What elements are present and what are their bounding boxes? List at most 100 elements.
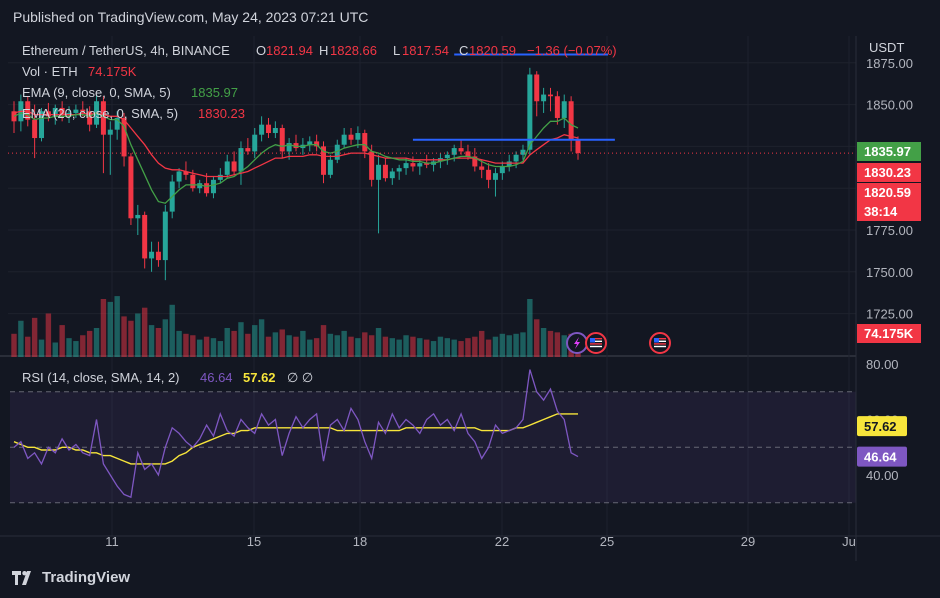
volume-bar xyxy=(492,336,499,357)
volume-bar xyxy=(547,330,554,357)
event-lightning-icon xyxy=(566,332,588,354)
volume-bar xyxy=(148,325,155,357)
candle-body xyxy=(217,174,223,180)
candle-body xyxy=(513,154,519,162)
candle-body xyxy=(355,133,361,140)
candle-body xyxy=(561,101,567,118)
candle-body xyxy=(107,129,113,135)
price-label-box xyxy=(857,202,921,221)
candle-body xyxy=(492,173,498,180)
candle-body xyxy=(382,164,388,179)
legend-ema20-label: EMA (20, close, 0, SMA, 5) xyxy=(22,106,178,121)
legend-l: 1817.54 xyxy=(402,43,449,58)
candle-body xyxy=(149,251,155,259)
price-label-text: 1835.97 xyxy=(864,144,911,159)
volume-bar xyxy=(355,338,361,357)
price-label-box xyxy=(857,183,921,202)
legend-ema20-value: 1830.23 xyxy=(198,106,245,121)
volume-bar xyxy=(107,301,113,357)
candle-body xyxy=(321,146,327,175)
candle-body xyxy=(259,124,265,135)
time-tick-label: Ju xyxy=(842,534,856,549)
candle-body xyxy=(568,101,574,140)
candle-body xyxy=(314,141,320,147)
candle-body xyxy=(265,124,271,134)
candle-body xyxy=(527,74,533,150)
legend-vol-label: Vol · ETH xyxy=(22,64,78,79)
us-flag-icon xyxy=(649,332,671,354)
candle-body xyxy=(575,139,581,154)
volume-bar xyxy=(403,335,409,357)
volume-bar xyxy=(293,336,299,357)
candle-body xyxy=(11,111,17,122)
volume-bar xyxy=(135,313,141,357)
candle-body xyxy=(444,154,450,159)
candle-body xyxy=(417,163,423,167)
candle-body xyxy=(87,111,93,125)
candle-body xyxy=(520,149,526,155)
legend-rsi-ma-value: 57.62 xyxy=(243,370,276,385)
candle-body xyxy=(362,133,368,152)
volume-bar xyxy=(100,299,107,357)
volume-bar xyxy=(520,332,526,357)
volume-bar xyxy=(458,341,464,357)
volume-bar xyxy=(80,335,86,357)
volume-bar xyxy=(252,325,258,357)
legend-vol-value: 74.175K xyxy=(88,64,137,79)
volume-bar xyxy=(272,332,279,357)
candle-body xyxy=(348,134,354,140)
candle-body xyxy=(506,161,512,167)
volume-bar xyxy=(540,328,547,357)
volume-bar xyxy=(375,328,382,357)
price-label-text: 74.175K xyxy=(864,326,914,341)
time-tick-label: 18 xyxy=(353,534,367,549)
volume-bar xyxy=(334,335,340,357)
rsi-label-text: 57.62 xyxy=(864,419,897,434)
volume-bar xyxy=(362,332,368,357)
candle-body xyxy=(114,117,120,130)
price-axis-currency: USDT xyxy=(869,40,904,55)
volume-bar xyxy=(45,313,52,357)
volume-bar xyxy=(224,328,230,357)
legend-h: 1828.66 xyxy=(330,43,377,58)
rsi-ma-line xyxy=(13,413,578,465)
price-label-box xyxy=(857,142,921,161)
chart-svg[interactable]: 1875.001850.001825.001800.001775.001750.… xyxy=(0,36,940,561)
candle-body xyxy=(465,151,471,157)
candle-body xyxy=(293,143,299,149)
volume-bar xyxy=(499,333,506,357)
candle-body xyxy=(238,148,244,172)
volume-bar xyxy=(210,338,217,357)
legend-ema9-value: 1835.97 xyxy=(191,85,238,100)
volume-bar xyxy=(38,339,45,357)
candle-body xyxy=(176,171,182,182)
rsi-label-box xyxy=(857,446,907,467)
us-flag-icon xyxy=(585,332,607,354)
tradingview-logo[interactable]: TradingView xyxy=(12,569,130,586)
volume-bar xyxy=(86,330,93,357)
legend-rsi-value: 46.64 xyxy=(200,370,233,385)
price-tick-label: 1850.00 xyxy=(866,98,913,113)
volume-bar xyxy=(197,339,203,357)
volume-bar xyxy=(25,336,31,357)
rsi-tick-label: 40.00 xyxy=(866,468,899,483)
candle-body xyxy=(341,134,347,145)
volume-bar xyxy=(114,296,120,357)
candle-body xyxy=(66,112,72,115)
candle-body xyxy=(252,134,258,152)
tradingview-wordmark: TradingView xyxy=(42,569,131,586)
volume-bar xyxy=(423,339,430,357)
time-tick-label: 11 xyxy=(105,534,119,549)
chart-area[interactable]: 1875.001850.001825.001800.001775.001750.… xyxy=(0,36,940,561)
time-tick-label: 15 xyxy=(247,534,261,549)
candle-body xyxy=(204,183,210,194)
rsi-label-box xyxy=(857,416,907,437)
volume-bar xyxy=(217,341,224,357)
time-tick-label: 22 xyxy=(495,534,509,549)
volume-bar xyxy=(313,338,320,357)
candle-body xyxy=(376,164,382,180)
candle-body xyxy=(45,111,51,117)
legend-ema9-label: EMA (9, close, 0, SMA, 5) xyxy=(22,85,171,100)
volume-bar xyxy=(300,330,306,357)
candle-body xyxy=(197,183,203,189)
